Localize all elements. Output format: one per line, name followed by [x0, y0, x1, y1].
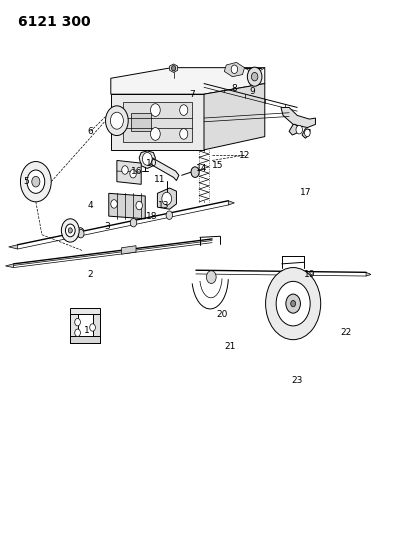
- Circle shape: [27, 170, 45, 193]
- Text: 18: 18: [146, 212, 157, 221]
- Text: 15: 15: [213, 161, 224, 170]
- Polygon shape: [111, 68, 265, 94]
- Polygon shape: [9, 245, 18, 249]
- Circle shape: [130, 169, 136, 178]
- Circle shape: [122, 166, 128, 174]
- Polygon shape: [151, 158, 179, 181]
- Polygon shape: [204, 84, 265, 150]
- Circle shape: [75, 318, 80, 326]
- Polygon shape: [5, 264, 13, 268]
- Circle shape: [296, 125, 302, 134]
- Circle shape: [61, 219, 79, 242]
- Polygon shape: [228, 201, 234, 205]
- Circle shape: [130, 219, 137, 227]
- Polygon shape: [302, 128, 310, 138]
- Circle shape: [32, 176, 40, 187]
- Circle shape: [247, 67, 262, 86]
- Text: 22: 22: [340, 328, 351, 337]
- Text: 6121 300: 6121 300: [18, 14, 90, 29]
- Circle shape: [68, 228, 72, 233]
- Circle shape: [231, 65, 237, 74]
- Text: 2: 2: [88, 270, 93, 279]
- Text: 7: 7: [189, 90, 195, 99]
- Circle shape: [251, 72, 258, 81]
- Circle shape: [75, 329, 80, 336]
- Polygon shape: [224, 62, 244, 77]
- Polygon shape: [131, 113, 151, 131]
- Polygon shape: [117, 160, 141, 184]
- Circle shape: [151, 127, 160, 140]
- Text: 21: 21: [225, 342, 236, 351]
- Circle shape: [162, 192, 172, 205]
- Polygon shape: [366, 272, 371, 276]
- Polygon shape: [93, 314, 100, 343]
- Circle shape: [180, 105, 188, 115]
- Text: 3: 3: [104, 222, 110, 231]
- Text: 9: 9: [250, 87, 255, 96]
- Circle shape: [291, 301, 295, 307]
- Text: 5: 5: [23, 177, 29, 186]
- Circle shape: [78, 229, 84, 238]
- Circle shape: [65, 224, 75, 237]
- Text: 23: 23: [291, 376, 303, 385]
- Polygon shape: [281, 108, 315, 127]
- Circle shape: [90, 324, 95, 331]
- Text: 16: 16: [131, 166, 143, 175]
- Circle shape: [172, 66, 175, 71]
- Polygon shape: [170, 64, 177, 72]
- Polygon shape: [109, 193, 145, 219]
- Polygon shape: [70, 314, 78, 343]
- Polygon shape: [123, 102, 192, 142]
- Polygon shape: [289, 124, 299, 135]
- Text: 10: 10: [146, 159, 157, 167]
- Text: 17: 17: [299, 188, 311, 197]
- Circle shape: [136, 201, 142, 210]
- Circle shape: [206, 271, 216, 284]
- Circle shape: [106, 106, 128, 135]
- Text: 12: 12: [239, 151, 250, 160]
- Text: 11: 11: [154, 174, 165, 183]
- Text: 6: 6: [88, 127, 93, 136]
- Circle shape: [180, 128, 188, 139]
- Circle shape: [304, 129, 310, 136]
- Text: 19: 19: [304, 270, 315, 279]
- Polygon shape: [70, 308, 100, 314]
- Text: 13: 13: [158, 201, 169, 210]
- Polygon shape: [111, 94, 204, 150]
- Text: 14: 14: [196, 164, 208, 173]
- Circle shape: [191, 167, 199, 177]
- Circle shape: [111, 200, 117, 208]
- Circle shape: [276, 281, 310, 326]
- Text: 4: 4: [88, 201, 93, 210]
- Circle shape: [266, 268, 321, 340]
- Circle shape: [20, 161, 51, 202]
- Polygon shape: [157, 188, 176, 209]
- Circle shape: [111, 112, 123, 129]
- Circle shape: [286, 294, 300, 313]
- Text: 8: 8: [231, 84, 237, 93]
- Polygon shape: [70, 336, 100, 343]
- Circle shape: [142, 152, 152, 165]
- Text: 1: 1: [84, 326, 89, 335]
- Circle shape: [151, 104, 160, 116]
- Polygon shape: [139, 151, 155, 168]
- Circle shape: [166, 211, 173, 220]
- Polygon shape: [122, 246, 136, 254]
- Text: 20: 20: [217, 310, 228, 319]
